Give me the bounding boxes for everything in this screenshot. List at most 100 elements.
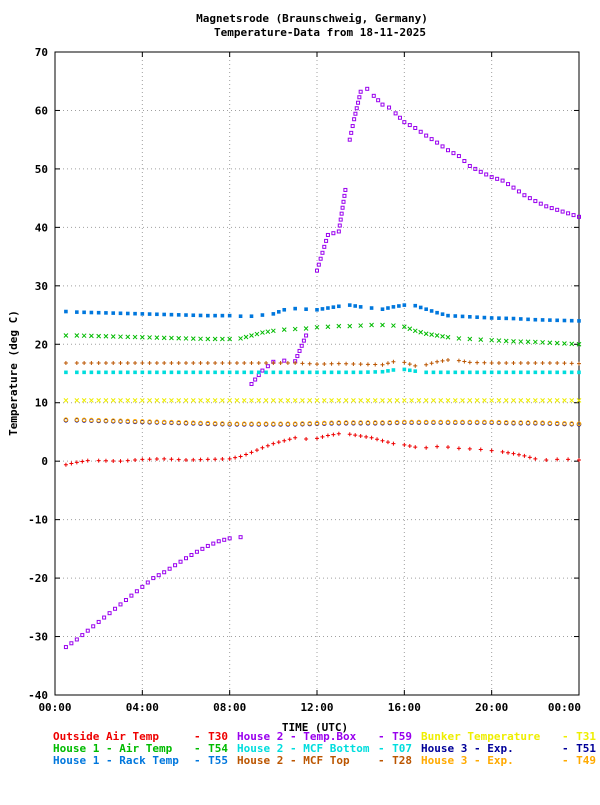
data-point <box>183 336 189 341</box>
data-point <box>205 457 210 462</box>
data-point <box>435 140 440 145</box>
data-point <box>496 360 501 365</box>
data-point <box>331 305 336 309</box>
data-point <box>74 637 79 642</box>
data-point <box>111 311 116 315</box>
data-point <box>391 368 396 372</box>
data-point <box>526 370 530 375</box>
data-point <box>198 398 203 403</box>
data-point <box>260 368 265 373</box>
data-point <box>205 543 210 548</box>
data-point <box>540 398 545 403</box>
data-point <box>307 421 313 426</box>
data-point <box>151 576 156 581</box>
data-point <box>162 570 167 575</box>
data-point <box>191 370 196 375</box>
data-point <box>357 95 362 100</box>
data-point <box>456 154 461 159</box>
data-point <box>337 223 342 228</box>
data-point <box>533 317 538 322</box>
data-point <box>326 306 330 310</box>
data-point <box>227 421 232 427</box>
data-point <box>63 462 68 467</box>
data-point <box>401 324 407 330</box>
data-point <box>198 370 203 375</box>
data-point <box>287 437 292 442</box>
data-point <box>571 213 576 218</box>
legend-separator: - <box>194 742 201 755</box>
data-point <box>474 419 480 425</box>
data-point <box>489 370 494 375</box>
data-point <box>445 398 451 403</box>
data-point <box>183 420 189 425</box>
data-point <box>81 333 87 339</box>
data-point <box>518 360 523 365</box>
data-point <box>206 370 210 375</box>
data-point <box>213 370 217 375</box>
legend-separator: - <box>194 730 201 743</box>
data-point <box>191 457 196 462</box>
data-point <box>373 370 378 374</box>
data-point <box>118 602 123 607</box>
data-point <box>276 440 281 445</box>
data-point <box>282 358 287 363</box>
legend-code: T49 <box>576 754 596 767</box>
data-point <box>211 541 216 546</box>
data-point <box>460 314 465 319</box>
data-point <box>81 417 87 423</box>
data-point <box>475 360 480 365</box>
data-point <box>525 420 531 425</box>
data-point <box>89 310 94 315</box>
data-point <box>249 382 254 387</box>
data-point <box>118 311 123 316</box>
data-point <box>113 606 118 611</box>
data-point <box>176 313 181 317</box>
data-point <box>347 137 352 142</box>
data-point <box>380 398 385 403</box>
data-point <box>140 370 145 375</box>
data-point <box>555 370 559 375</box>
data-point <box>343 398 349 403</box>
series-t49 <box>63 417 582 427</box>
data-point <box>337 304 341 309</box>
data-point <box>285 398 291 403</box>
data-point <box>387 105 392 110</box>
legend-item-t31: Bunker Temperature - T31 <box>421 730 596 743</box>
data-point <box>445 419 451 425</box>
data-point <box>307 370 312 375</box>
data-point <box>69 641 74 646</box>
data-point <box>380 362 385 367</box>
y-tick-label: -40 <box>28 689 48 702</box>
data-point <box>63 360 68 365</box>
data-point <box>169 335 174 341</box>
data-point <box>292 398 298 403</box>
data-point <box>89 360 94 365</box>
data-point <box>74 333 80 338</box>
data-point <box>331 231 336 236</box>
data-point <box>198 457 203 462</box>
data-point <box>271 312 276 316</box>
data-point <box>89 417 94 423</box>
data-point <box>103 398 109 403</box>
data-point <box>391 441 396 446</box>
data-point <box>212 336 218 342</box>
data-point <box>176 457 181 462</box>
data-point <box>300 398 305 403</box>
y-tick-label: 60 <box>35 104 48 117</box>
data-point <box>242 370 247 375</box>
data-point <box>285 421 291 427</box>
x-tick-label: 20:00 <box>475 701 508 714</box>
data-point <box>402 303 407 307</box>
data-point <box>511 316 516 321</box>
data-point <box>198 360 203 365</box>
legend-item-t30: Outside Air Temp - T30 <box>53 730 228 743</box>
data-point <box>337 370 341 375</box>
data-point <box>434 333 440 338</box>
data-point <box>320 307 325 311</box>
data-point <box>324 238 329 243</box>
data-point <box>132 334 138 340</box>
data-point <box>129 593 134 598</box>
data-point <box>256 421 262 427</box>
data-point <box>314 398 320 403</box>
data-point <box>145 580 150 585</box>
